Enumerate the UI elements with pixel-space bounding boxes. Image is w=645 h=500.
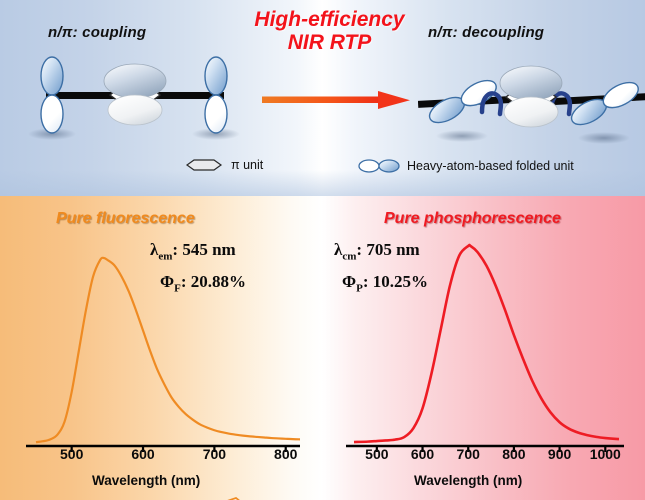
- spectrum-curve: [353, 243, 620, 444]
- legend-label-pi-unit: π unit: [231, 158, 264, 172]
- lambda-value: : 545 nm: [172, 240, 236, 259]
- top-panel: n/π: coupling n/π: decoupling High-effic…: [0, 0, 645, 196]
- x-tick-label: 700: [456, 446, 480, 462]
- fluorescence-lambda-em: λem: 545 nm: [150, 240, 236, 262]
- phi-value: : 20.88%: [180, 272, 247, 291]
- x-tick-label: 800: [274, 446, 298, 462]
- phi-subscript: F: [174, 282, 181, 295]
- pi-unit-icon: [185, 159, 223, 171]
- figure-title-line1: High-efficiency: [254, 8, 405, 31]
- phi-symbol: Φ: [342, 272, 357, 291]
- heavy-atom-folded-unit-icon: [358, 159, 400, 173]
- fluorescence-quantum-yield: ΦF: 20.88%: [160, 272, 246, 294]
- lambda-symbol: λ: [334, 240, 343, 259]
- fluorescence-spectrum-chart: [26, 256, 301, 452]
- x-tick-label: 900: [547, 446, 572, 462]
- phosphorescence-panel: Pure phosphorescence λcm: 705 nm ΦP: 10.…: [322, 196, 645, 500]
- figure-title: High-efficiency NIR RTP: [232, 8, 427, 54]
- lambda-value: : 705 nm: [356, 240, 420, 259]
- x-tick-label: 800: [502, 446, 526, 462]
- fluorescence-panel: Pure fluorescence λem: 545 nm ΦF: 20.88%…: [0, 196, 322, 500]
- lambda-subscript: cm: [342, 250, 357, 263]
- coupled-molecule-graphic: [28, 56, 240, 140]
- phi-value: : 10.25%: [362, 272, 429, 291]
- x-tick-label: 500: [59, 446, 84, 462]
- decoupling-label: n/π: decoupling: [428, 24, 545, 41]
- coupling-label: n/π: coupling: [48, 24, 147, 41]
- phosphorescence-x-ticks: 500 600 700 800 900 1000: [322, 446, 645, 464]
- phi-subscript: P: [356, 282, 363, 295]
- fluorescence-x-axis-label: Wavelength (nm): [92, 473, 201, 488]
- bottom-panels: Pure fluorescence λem: 545 nm ΦF: 20.88%…: [0, 196, 645, 500]
- x-tick-label: 600: [131, 446, 155, 462]
- fluorescence-x-ticks: 500 600 700 800: [0, 446, 322, 464]
- x-tick-label: 600: [410, 446, 435, 462]
- phi-symbol: Φ: [160, 272, 175, 291]
- fluorophore-structure: Se Se N S N: [227, 497, 240, 500]
- phosphorescence-quantum-yield: ΦP: 10.25%: [342, 272, 428, 294]
- x-tick-label: 1000: [589, 446, 621, 462]
- fluorescence-title: Pure fluorescence: [56, 210, 195, 227]
- phosphorescence-x-axis-label: Wavelength (nm): [414, 473, 523, 488]
- lambda-subscript: em: [158, 250, 173, 263]
- legend-label-heavy-atom: Heavy-atom-based folded unit: [407, 159, 574, 173]
- legend-item-heavy-atom: Heavy-atom-based folded unit: [358, 157, 574, 175]
- legend-item-pi-unit: π unit: [184, 157, 263, 173]
- spectrum-curve: [35, 256, 301, 444]
- figure-title-line2: NIR RTP: [287, 31, 372, 54]
- phosphorescence-spectrum-chart: [346, 243, 624, 452]
- lambda-symbol: λ: [150, 240, 159, 259]
- transformation-arrow-icon: [262, 91, 410, 109]
- decoupled-molecule-graphic: [418, 65, 645, 144]
- x-tick-label: 700: [202, 446, 227, 462]
- x-tick-label: 500: [365, 446, 389, 462]
- phosphorescence-title: Pure phosphorescence: [384, 210, 561, 227]
- phosphorescence-lambda-em: λcm: 705 nm: [334, 240, 420, 262]
